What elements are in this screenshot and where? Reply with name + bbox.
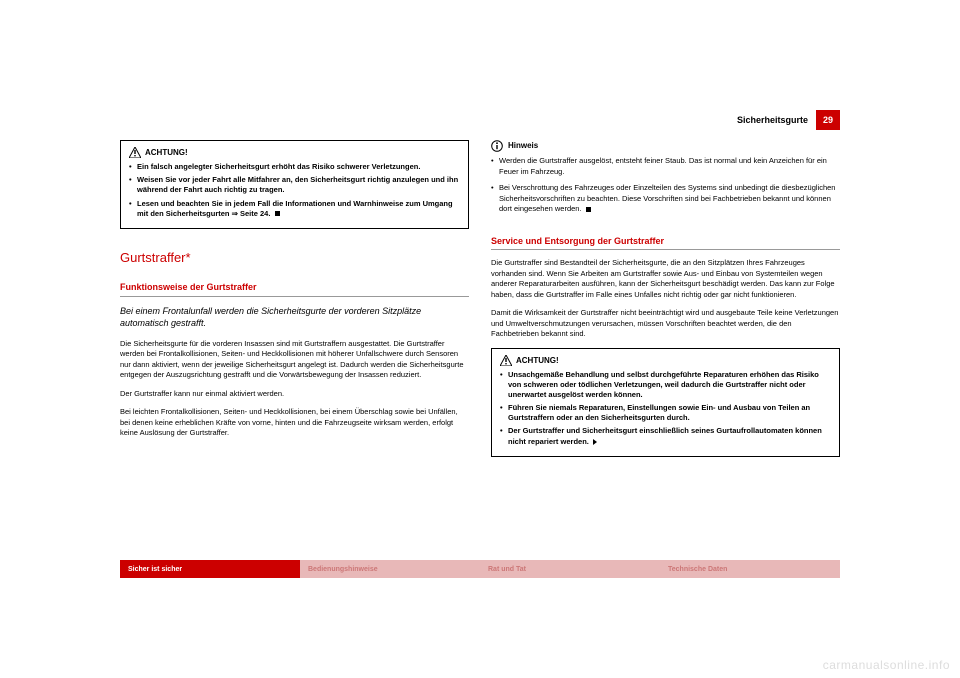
warning-triangle-icon [500,355,512,366]
page-content: Sicherheitsgurte 29 ACHTUNG! Ein falsch … [120,110,840,610]
note-list: Werden die Gurtstraffer ausgelöst, entst… [491,156,840,215]
warning-title: ACHTUNG! [145,147,188,158]
body-paragraph: Bei leichten Frontalkollisionen, Seiten-… [120,407,469,439]
warning-list: Ein falsch angelegter Sicherheitsgurt er… [129,162,460,219]
note-item: Bei Verschrottung des Fahrzeuges oder Ei… [491,183,840,215]
warning-box: ACHTUNG! Ein falsch angelegter Sicherhei… [120,140,469,229]
right-column: Hinweis Werden die Gurtstraffer ausgelös… [491,140,840,570]
footer-tab-active[interactable]: Sicher ist sicher [120,560,300,578]
warning-item: Ein falsch angelegter Sicherheitsgurt er… [129,162,460,172]
warning-header: ACHTUNG! [129,147,460,158]
heading-level-2: Gurtstraffer* [120,249,469,267]
warning-item: Lesen und beachten Sie in jedem Fall die… [129,199,460,219]
page-number: 29 [823,115,833,125]
running-header: Sicherheitsgurte 29 [120,110,840,130]
body-paragraph: Damit die Wirksamkeit der Gurtstraffer n… [491,308,840,340]
heading-level-3: Service und Entsorgung der Gurtstraffer [491,235,840,251]
body-paragraph: Die Sicherheitsgurte für die vorderen In… [120,339,469,381]
lead-paragraph: Bei einem Frontalunfall werden die Siche… [120,305,469,329]
footer-tab[interactable]: Bedienungshinweise [300,560,480,578]
end-marker-icon [586,207,591,212]
footer-tab[interactable]: Rat und Tat [480,560,660,578]
section-title: Sicherheitsgurte [737,115,808,125]
note-item: Werden die Gurtstraffer ausgelöst, entst… [491,156,840,177]
page-number-badge: 29 [816,110,840,130]
body-paragraph: Der Gurtstraffer kann nur einmal aktivie… [120,389,469,400]
footer-tabs: Sicher ist sicher Bedienungshinweise Rat… [120,560,840,578]
end-marker-icon [275,211,280,216]
note-header: Hinweis [491,140,840,152]
warning-box: ACHTUNG! Unsachgemäße Behandlung und sel… [491,348,840,457]
info-circle-icon [491,140,503,152]
spacer [491,221,840,235]
warning-header: ACHTUNG! [500,355,831,366]
warning-item: Unsachgemäße Behandlung und selbst durch… [500,370,831,400]
warning-title: ACHTUNG! [516,355,559,366]
continue-arrow-icon [593,439,597,445]
body-paragraph: Die Gurtstraffer sind Bestandteil der Si… [491,258,840,300]
warning-triangle-icon [129,147,141,158]
two-column-layout: ACHTUNG! Ein falsch angelegter Sicherhei… [120,140,840,570]
warning-item: Weisen Sie vor jeder Fahrt alle Mitfahre… [129,175,460,195]
note-title: Hinweis [508,140,538,151]
warning-item: Der Gurtstraffer und Sicherheitsgurt ein… [500,426,831,446]
warning-item: Führen Sie niemals Reparaturen, Einstell… [500,403,831,423]
footer-tab[interactable]: Technische Daten [660,560,840,578]
heading-level-3: Funktionsweise der Gurtstraffer [120,281,469,297]
watermark-text: carmanualsonline.info [823,658,950,672]
left-column: ACHTUNG! Ein falsch angelegter Sicherhei… [120,140,469,570]
warning-list: Unsachgemäße Behandlung und selbst durch… [500,370,831,447]
